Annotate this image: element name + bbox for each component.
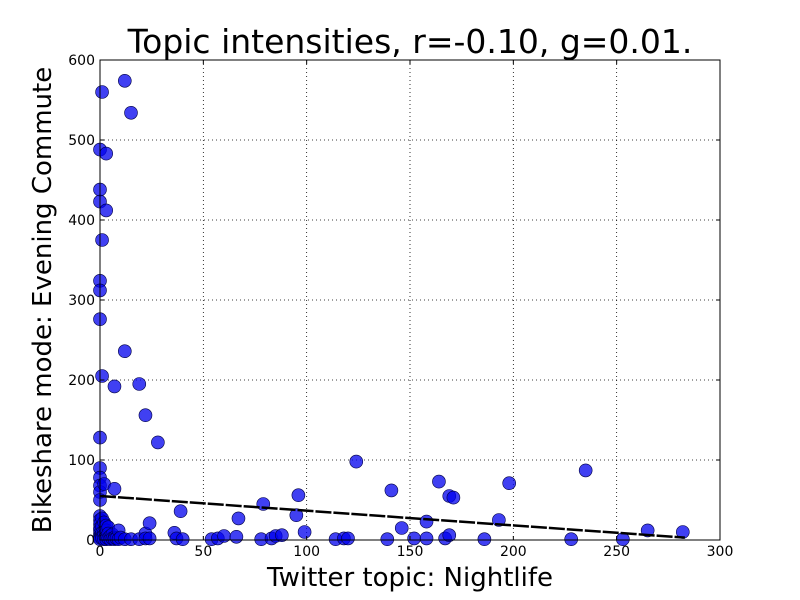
x-tick-label: 50 — [194, 544, 212, 560]
data-point — [477, 532, 492, 547]
data-point — [341, 531, 355, 546]
y-tick-label: 300 — [68, 293, 95, 309]
data-point — [99, 146, 113, 161]
data-point — [291, 488, 306, 503]
data-points — [93, 74, 690, 547]
data-point — [442, 528, 457, 543]
data-point — [95, 369, 109, 383]
y-tick-label: 400 — [68, 213, 95, 229]
data-point — [107, 379, 122, 394]
data-point — [142, 531, 157, 546]
x-tick-label: 100 — [293, 544, 320, 560]
x-axis-label: Twitter topic: Nightlife — [266, 563, 553, 593]
y-axis-label: Bikeshare mode: Evening Commute — [28, 67, 58, 533]
y-tick-label: 0 — [86, 533, 95, 549]
data-point — [95, 85, 109, 99]
data-point — [118, 74, 132, 88]
grid-lines — [100, 60, 720, 540]
x-tick-label: 200 — [500, 544, 527, 560]
data-point — [349, 454, 364, 469]
data-point — [446, 490, 461, 505]
data-point — [142, 516, 157, 531]
data-point — [432, 474, 446, 489]
regression-line — [99, 494, 685, 539]
data-point — [419, 514, 434, 529]
chart-title: Topic intensities, r=-0.10, g=0.01. — [127, 22, 693, 61]
data-point — [231, 511, 246, 526]
data-point — [99, 203, 113, 218]
data-point — [107, 481, 122, 496]
data-point — [124, 106, 138, 120]
data-point — [138, 408, 153, 423]
y-tick-label: 500 — [68, 133, 95, 149]
x-tick-label: 300 — [707, 544, 734, 560]
data-point — [289, 508, 304, 523]
x-tick-label: 150 — [397, 544, 424, 560]
data-point — [502, 476, 517, 491]
data-point — [578, 463, 593, 478]
data-point — [118, 344, 132, 359]
data-point — [384, 483, 399, 498]
data-point — [173, 504, 188, 519]
data-point — [151, 435, 165, 450]
fit-line-group — [99, 494, 685, 539]
x-tick-label: 250 — [603, 544, 630, 560]
data-point — [229, 529, 244, 544]
data-point — [95, 233, 109, 247]
data-point — [380, 532, 395, 547]
y-tick-label: 200 — [68, 373, 95, 389]
data-point — [275, 528, 289, 543]
y-tick-label: 600 — [68, 53, 95, 69]
data-point — [175, 532, 190, 547]
x-tick-label: 0 — [96, 544, 105, 560]
data-point — [394, 521, 409, 535]
data-point — [297, 525, 312, 539]
data-point — [132, 377, 147, 391]
data-point — [564, 532, 579, 547]
y-tick-label: 100 — [68, 453, 95, 469]
axis-ticks: 0 50 100 150 200 250 300 0 100 200 300 400 500 600 — [68, 53, 733, 560]
data-point — [419, 531, 434, 546]
data-point — [217, 529, 231, 543]
